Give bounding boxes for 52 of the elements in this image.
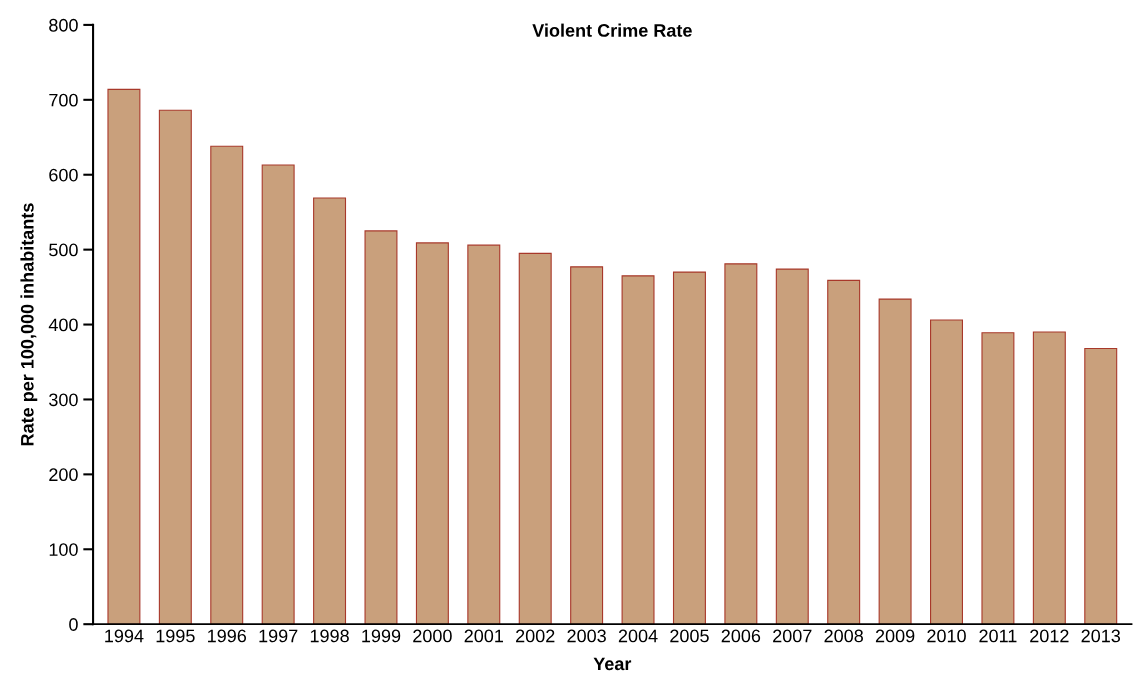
- chart-title: Violent Crime Rate: [532, 23, 692, 37]
- bar: [981, 332, 1015, 625]
- y-tick-label: 600: [49, 168, 78, 182]
- bar: [724, 263, 758, 625]
- y-tick-label: 500: [49, 243, 78, 257]
- bar: [621, 275, 655, 625]
- bar: [570, 266, 604, 625]
- bar: [930, 319, 964, 625]
- bar: [1084, 347, 1118, 625]
- x-tick-label: 2010: [927, 629, 966, 643]
- bar: [775, 268, 809, 625]
- y-tick-label: 100: [49, 543, 78, 556]
- x-axis-title: Year: [593, 657, 632, 671]
- x-tick-label: 2003: [567, 629, 606, 643]
- bar: [415, 242, 449, 625]
- bar: [313, 197, 347, 625]
- y-tick-label: 300: [49, 393, 78, 407]
- x-tick-label: 2001: [464, 629, 504, 643]
- x-tick-label: 1998: [310, 629, 349, 643]
- x-tick-label: 2012: [1030, 629, 1069, 643]
- y-tick-label: 200: [49, 468, 78, 482]
- x-tick-label: 1997: [259, 629, 298, 643]
- x-tick-label: 1995: [156, 629, 195, 643]
- x-tick-label: 2000: [413, 629, 452, 643]
- y-axis-title: Rate per 100,000 inhabitants: [20, 203, 38, 446]
- y-tick-label: 400: [48, 318, 78, 332]
- bar: [467, 244, 501, 625]
- bar: [672, 271, 706, 625]
- x-tick-label: 2008: [824, 629, 863, 643]
- x-tick-label: 1999: [362, 629, 401, 643]
- bar: [364, 230, 398, 625]
- x-tick-label: 2004: [618, 629, 658, 643]
- x-tick-label: 2006: [721, 629, 761, 643]
- bar: [261, 164, 295, 625]
- x-tick-label: 2013: [1081, 629, 1121, 643]
- y-tick-label: 800: [49, 18, 78, 32]
- x-tick-label: 2011: [979, 629, 1017, 643]
- x-tick-label: 2005: [670, 629, 709, 643]
- x-tick-label: 2009: [875, 629, 915, 643]
- x-tick-label: 1994: [105, 629, 144, 643]
- bar: [827, 279, 861, 625]
- bar: [1032, 331, 1066, 625]
- bar: [107, 88, 141, 625]
- bar: [210, 145, 244, 625]
- bar: [518, 252, 552, 625]
- x-tick-label: 2002: [516, 629, 555, 643]
- x-tick-label: 1996: [208, 629, 247, 643]
- x-tick-label: 2007: [773, 629, 812, 643]
- y-tick-label: 700: [49, 93, 78, 107]
- bar: [878, 298, 912, 625]
- y-tick-label: 0: [69, 618, 78, 631]
- bar: [158, 109, 192, 625]
